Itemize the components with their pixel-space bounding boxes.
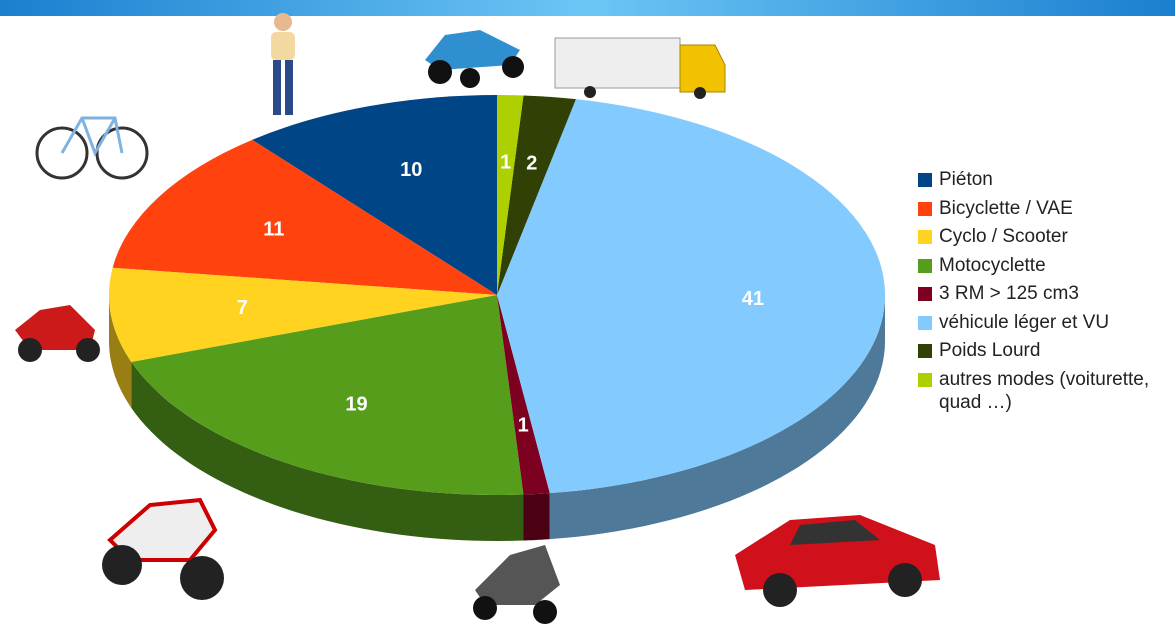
legend-label: Cyclo / Scooter [939,226,1068,247]
slice-side [109,295,132,408]
icons [15,13,940,624]
legend-item: Motocyclette [918,254,1159,277]
slice [108,267,497,362]
slice [252,95,497,295]
data-label: 19 [345,394,367,416]
data-label: 11 [263,219,284,241]
legend-label: 3 RM > 125 cm3 [939,283,1079,304]
slice-side [523,493,550,541]
legend-item: Piéton [918,168,1159,191]
legend-swatch [918,315,932,330]
banner [0,0,1175,16]
motorcycle-icon [102,497,224,600]
slice-side [131,362,524,541]
slice [112,139,497,295]
legend-swatch [918,344,932,358]
data-label: 1 [518,415,529,437]
legend-swatch [918,287,932,301]
car-icon [735,515,940,607]
legend-label: Motocyclette [939,254,1046,276]
legend-label: Poids Lourd [939,340,1041,361]
legend: Piéton Bicyclette / VAE Cyclo / Scooter Mot… [918,168,1159,419]
slice [131,295,524,495]
pie-sides [109,295,885,541]
legend-item: 3 RM > 125 cm3 [918,282,1159,305]
data-label: 10 [400,159,422,181]
data-label: 7 [237,297,248,319]
quad-icon [425,30,524,88]
legend-label: autres modes (voiturette, quad …) [939,368,1150,413]
legend-item: Cyclo / Scooter [918,225,1159,248]
data-label: 41 [742,288,764,310]
legend-swatch [918,258,932,273]
slice [497,295,550,495]
slice [497,99,885,494]
scooter-icon [15,305,100,362]
legend-label: véhicule léger et VU [939,311,1110,333]
truck-icon [554,37,726,99]
legend-swatch [918,201,932,216]
legend-swatch [918,372,932,387]
legend-item: Poids Lourd [918,339,1159,362]
legend-item: Bicyclette / VAE [918,197,1159,220]
legend-item: autres modes (voiturette, quad …) [918,368,1159,414]
data-label: 2 [526,153,537,175]
slice-side [549,295,885,540]
slice [497,95,524,295]
legend-label: Piéton [939,169,993,190]
slice [497,95,576,295]
legend-label: Bicyclette / VAE [939,197,1073,219]
legend-item: véhicule léger et VU [918,311,1159,334]
bicycle-icon [35,116,149,180]
data-label: 1 [500,151,511,173]
legend-swatch [918,230,932,244]
three-wheeler-icon [473,545,560,624]
legend-swatch [918,173,932,187]
pedestrian-icon [271,13,295,115]
